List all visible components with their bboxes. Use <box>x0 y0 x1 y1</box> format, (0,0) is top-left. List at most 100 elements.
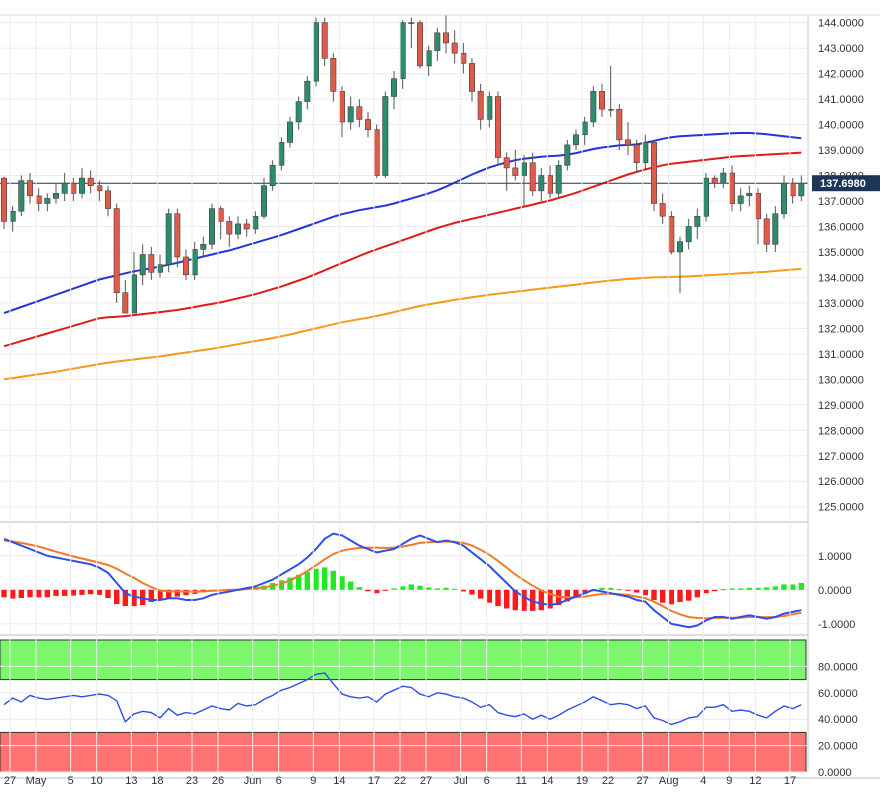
macd-histogram-bar <box>313 568 319 590</box>
candle-body <box>486 96 493 120</box>
candle-body <box>0 177 8 222</box>
macd-histogram-bar <box>79 589 85 595</box>
x-tick-label: 11 <box>516 775 527 787</box>
macd-histogram-bar <box>686 589 692 601</box>
rsi-panel: 80.0000 60.0000 40.0000 20.0000 0.0000 <box>0 639 858 779</box>
macd-histogram-bar <box>616 589 622 591</box>
macd-histogram-bar <box>348 581 354 590</box>
macd-histogram-bar <box>417 585 423 590</box>
candle-body <box>546 175 553 194</box>
price-panel: 144.0000 143.0000 142.0000 141.0000 140.0000… <box>0 15 880 514</box>
candle-body <box>321 22 328 59</box>
x-tick-label: 27 <box>4 775 16 787</box>
macd-histogram-bar <box>27 589 33 598</box>
macd-histogram-bar <box>478 589 484 599</box>
x-tick-label: Aug <box>659 775 679 787</box>
price-tick-label: 135.0000 <box>818 247 864 259</box>
candle-body <box>217 208 224 222</box>
x-tick-label: 27 <box>637 775 649 787</box>
rsi-tick-label: 0.0000 <box>818 767 852 779</box>
candle-body <box>113 208 120 294</box>
macd-histogram-bar <box>564 589 570 602</box>
candle-body <box>728 172 735 204</box>
macd-histogram-bar <box>157 589 163 600</box>
macd-histogram-bar <box>738 588 744 590</box>
candle-body <box>96 185 103 192</box>
candle-body <box>503 157 510 169</box>
macd-histogram-bar <box>131 589 137 607</box>
x-tick-label: 5 <box>68 775 74 787</box>
macd-histogram-bar <box>426 587 432 590</box>
price-tick-label: 131.0000 <box>818 349 864 361</box>
last-price-tag <box>812 175 880 192</box>
price-tick-label: 136.0000 <box>818 221 864 233</box>
macd-histogram-bar <box>460 589 466 592</box>
macd-histogram-bar <box>70 589 76 596</box>
macd-histogram-bar <box>790 584 796 590</box>
x-tick-label: 17 <box>784 775 796 787</box>
candle-body <box>642 142 649 164</box>
macd-line <box>3 532 802 629</box>
macd-histogram-bar <box>452 588 458 590</box>
candle-body <box>685 226 692 243</box>
price-tick-label: 137.0000 <box>818 196 864 208</box>
x-tick-label: 27 <box>420 775 432 787</box>
candle-body <box>183 256 190 276</box>
candle-body <box>131 274 138 314</box>
candle-body <box>798 182 805 197</box>
candle-body <box>200 244 207 250</box>
x-tick-label: 6 <box>484 775 490 787</box>
candle-body <box>269 165 276 187</box>
macd-histogram-bar <box>677 589 683 602</box>
candle-body <box>235 223 242 235</box>
candle-body <box>44 198 51 204</box>
candle-body <box>338 91 345 123</box>
macd-histogram-bar <box>798 583 804 590</box>
macd-histogram-bar <box>469 589 475 595</box>
macd-panel: 1.0000 0.0000 -1.0000 <box>0 532 855 631</box>
macd-histogram-bar <box>114 589 120 605</box>
rsi-tick-label: 60.0000 <box>818 688 858 700</box>
macd-histogram-bar <box>642 589 648 596</box>
candle-body <box>607 109 614 111</box>
candle-body <box>720 172 727 184</box>
candle-body <box>382 96 389 176</box>
macd-histogram-bar <box>365 589 371 592</box>
macd-histogram-bar <box>625 589 631 591</box>
macd-histogram-bar <box>18 589 24 598</box>
macd-histogram-bar <box>166 589 172 598</box>
candle-body <box>52 193 59 199</box>
price-tick-label: 142.0000 <box>818 69 864 81</box>
candle-body <box>226 221 233 235</box>
candle-body <box>512 167 519 176</box>
x-tick-label: 26 <box>212 775 224 787</box>
candle-body <box>165 213 172 265</box>
macd-histogram-bar <box>729 588 735 590</box>
x-tick-label: May <box>26 775 47 787</box>
candle-body <box>61 182 68 194</box>
macd-histogram-bar <box>495 589 501 607</box>
price-tick-label: 126.0000 <box>818 476 864 488</box>
macd-histogram-bar <box>781 584 787 590</box>
candle-body <box>373 129 380 176</box>
macd-histogram-bar <box>105 589 111 598</box>
candle-body <box>174 213 181 258</box>
candle-body <box>87 177 94 187</box>
macd-histogram-bar <box>504 589 510 609</box>
candle-body <box>390 78 397 97</box>
candle-body <box>209 208 216 245</box>
candle-body <box>529 162 536 192</box>
candle-body <box>347 106 354 123</box>
macd-histogram-bar <box>122 589 128 607</box>
candle-body <box>650 142 657 204</box>
candle-body <box>772 213 779 245</box>
candle-body <box>624 139 631 146</box>
candle-body <box>451 42 458 54</box>
candle-body <box>330 57 337 92</box>
macd-histogram-bar <box>703 589 709 594</box>
price-tick-label: 141.0000 <box>818 94 864 106</box>
macd-histogram-bar <box>434 588 440 590</box>
oversold-zone <box>0 731 807 773</box>
macd-histogram-bar <box>772 586 778 590</box>
macd-histogram-bar <box>356 587 362 590</box>
